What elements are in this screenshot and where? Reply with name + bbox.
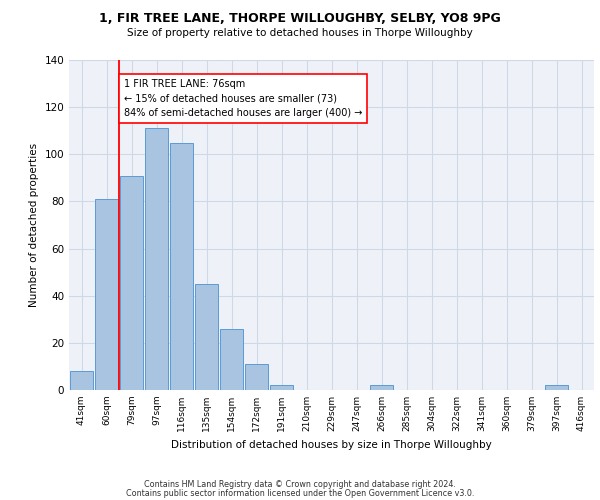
Bar	[220, 328, 243, 390]
X-axis label: Distribution of detached houses by size in Thorpe Willoughby: Distribution of detached houses by size …	[171, 440, 492, 450]
Bar	[70, 371, 93, 390]
Text: Contains public sector information licensed under the Open Government Licence v3: Contains public sector information licen…	[126, 489, 474, 498]
Text: 1, FIR TREE LANE, THORPE WILLOUGHBY, SELBY, YO8 9PG: 1, FIR TREE LANE, THORPE WILLOUGHBY, SEL…	[99, 12, 501, 26]
Bar	[270, 386, 293, 390]
Y-axis label: Number of detached properties: Number of detached properties	[29, 143, 39, 307]
Bar	[245, 364, 268, 390]
Bar	[195, 284, 218, 390]
Text: 1 FIR TREE LANE: 76sqm
← 15% of detached houses are smaller (73)
84% of semi-det: 1 FIR TREE LANE: 76sqm ← 15% of detached…	[124, 79, 362, 118]
Bar	[120, 176, 143, 390]
Text: Size of property relative to detached houses in Thorpe Willoughby: Size of property relative to detached ho…	[127, 28, 473, 38]
Bar	[545, 386, 568, 390]
Bar	[145, 128, 168, 390]
Bar	[170, 142, 193, 390]
Bar	[95, 199, 118, 390]
Bar	[370, 386, 393, 390]
Text: Contains HM Land Registry data © Crown copyright and database right 2024.: Contains HM Land Registry data © Crown c…	[144, 480, 456, 489]
